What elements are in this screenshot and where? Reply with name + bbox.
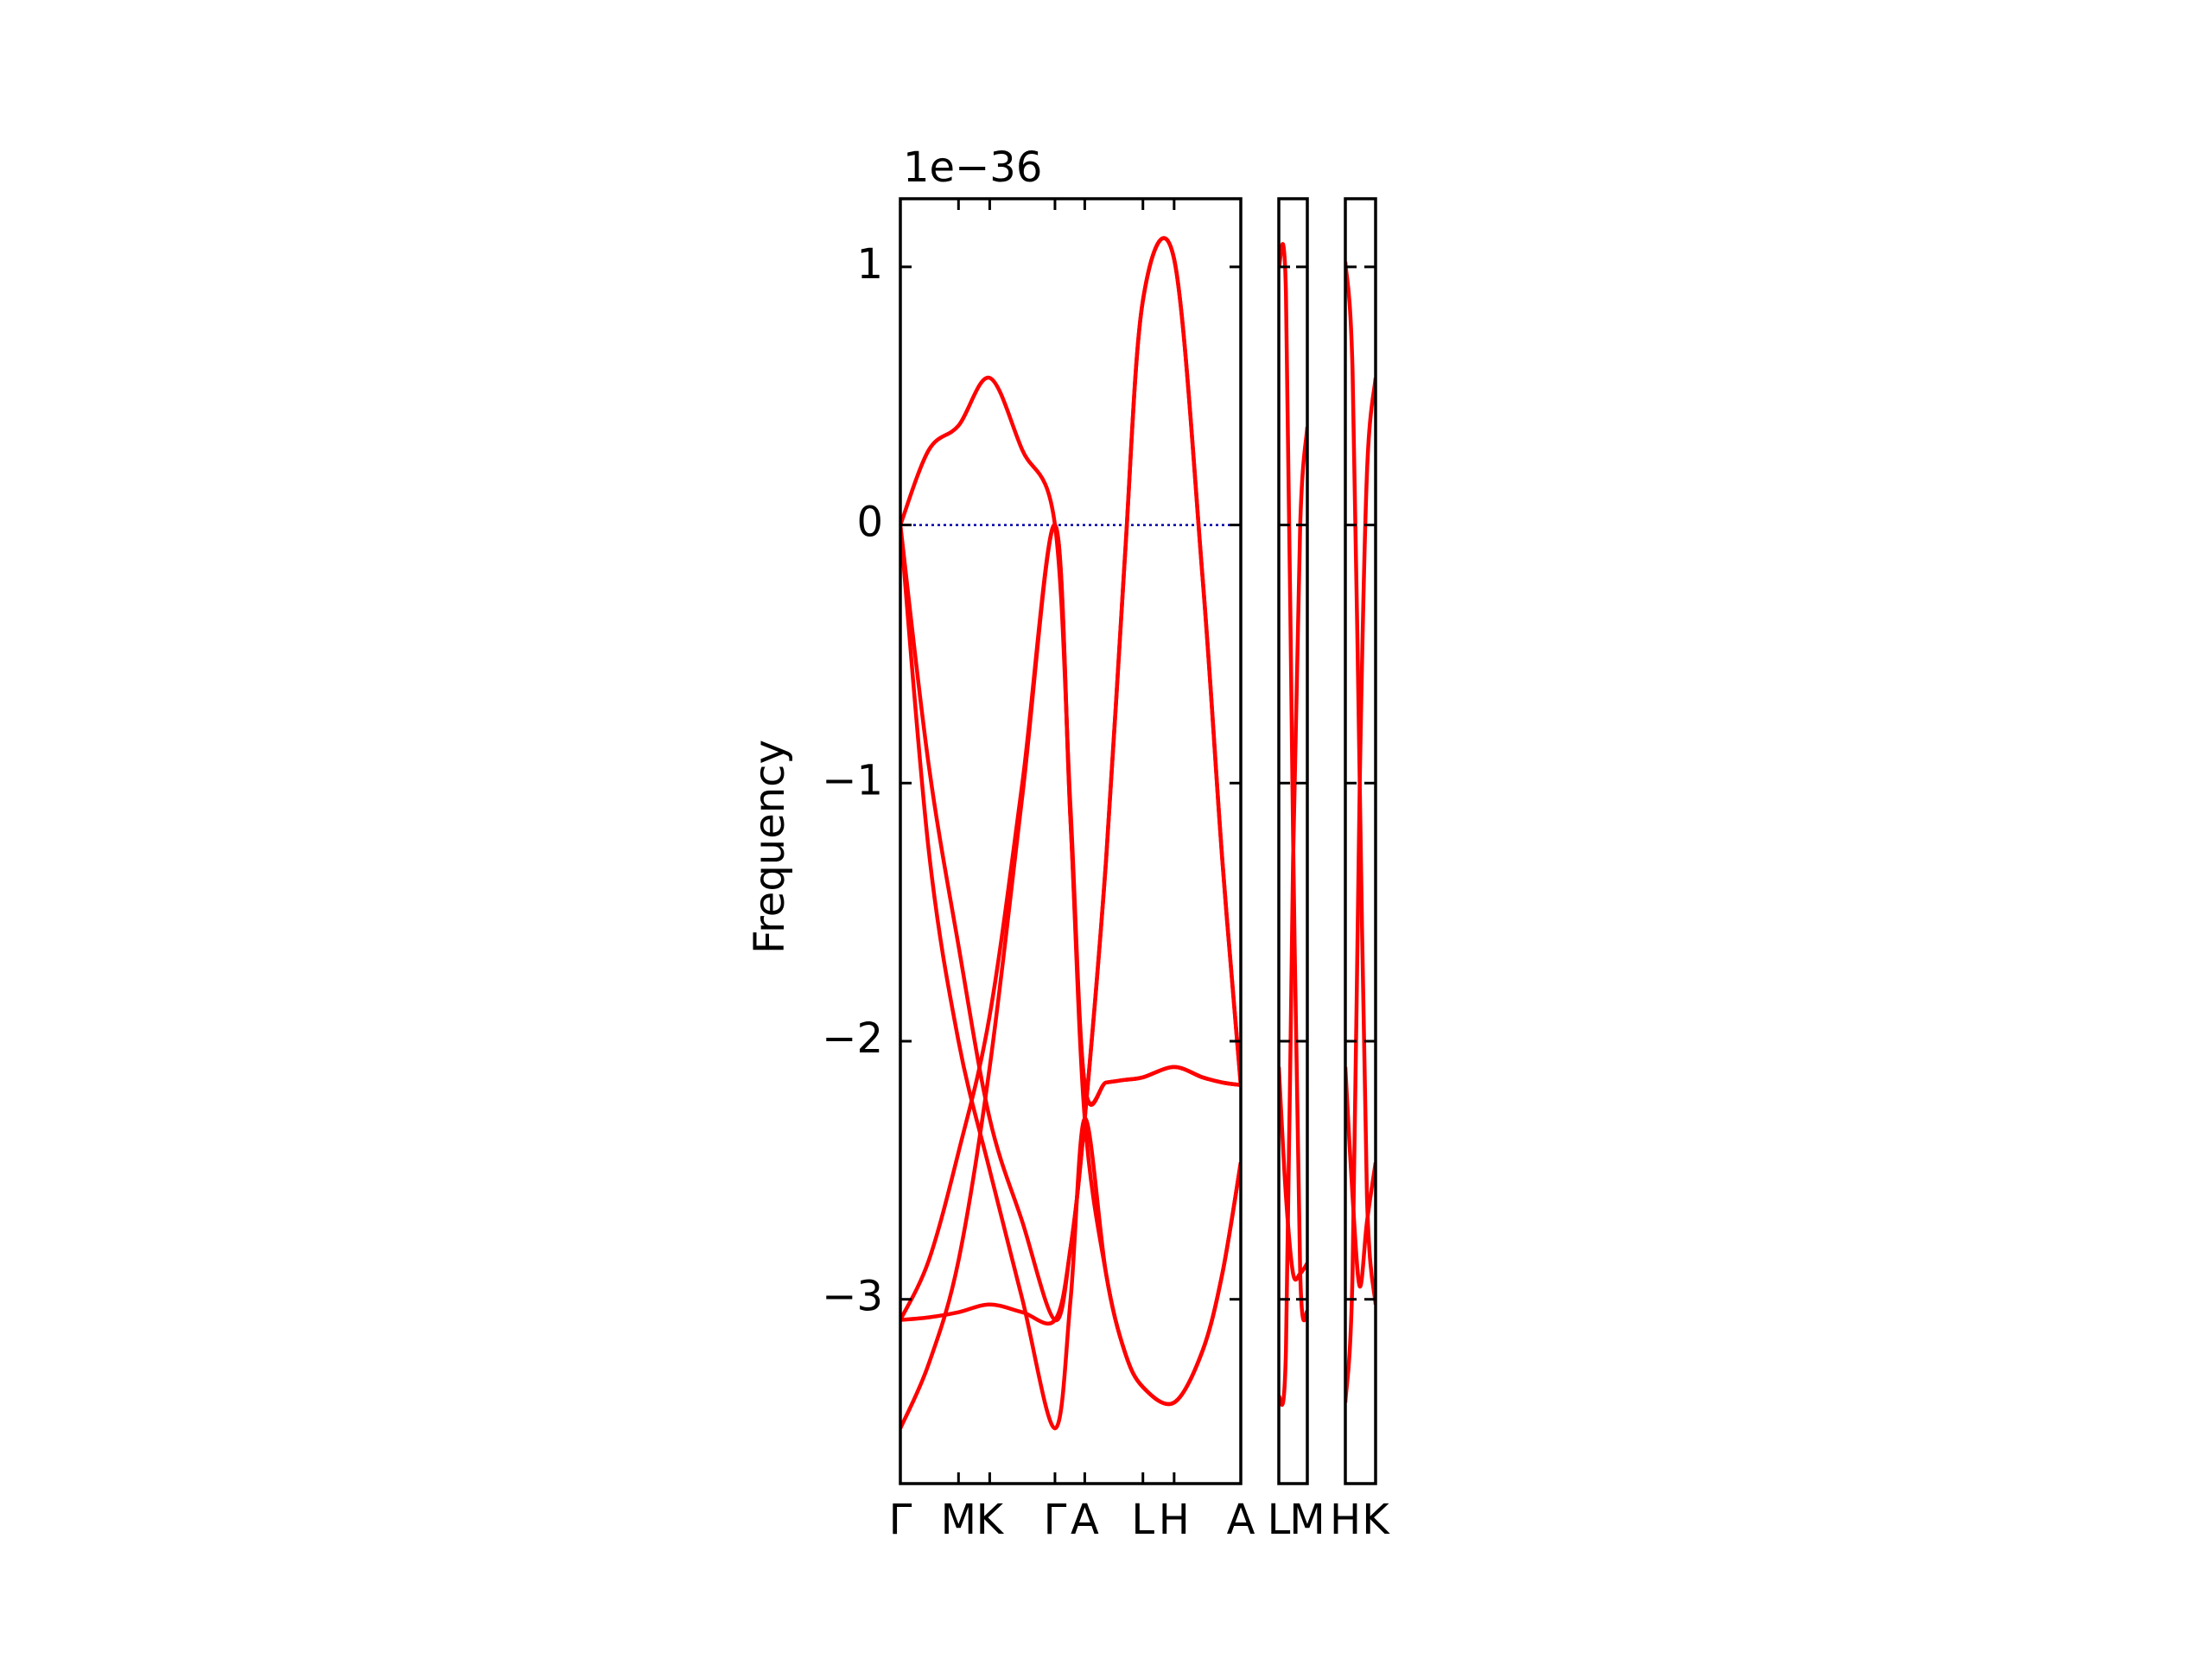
band-line: [1345, 378, 1376, 1403]
x-tick-label: L: [1268, 1496, 1291, 1544]
y-tick-label: −2: [822, 1014, 883, 1063]
y-tick-label: −1: [822, 756, 883, 804]
y-tick-label: 1: [856, 240, 883, 289]
panel-frame: [1277, 197, 1309, 1485]
x-tick-label: H: [1159, 1496, 1190, 1544]
x-tick-label: M: [941, 1496, 976, 1544]
band-line: [1345, 1066, 1376, 1289]
band-line: [900, 523, 1241, 1321]
offset-label: 1e−36: [903, 143, 1042, 192]
band-line: [1279, 426, 1307, 1408]
y-tick-label: 0: [856, 499, 883, 547]
x-tick-label: H: [1330, 1496, 1361, 1544]
y-tick-label: −3: [822, 1273, 883, 1321]
x-tick-label: L: [1131, 1496, 1154, 1544]
x-tick-label: M: [1289, 1496, 1325, 1544]
x-tick-label: K: [976, 1496, 1005, 1544]
band-line: [1279, 1066, 1307, 1282]
x-tick-label: Γ: [1044, 1496, 1067, 1544]
panel-frame: [1344, 197, 1377, 1485]
x-tick-label: K: [1362, 1496, 1390, 1544]
band-line: [900, 236, 1241, 1326]
x-tick-label: A: [1227, 1496, 1255, 1544]
x-tick-label: A: [1071, 1496, 1099, 1544]
panel-frame: [899, 197, 1243, 1485]
y-axis-label: Frequency: [746, 740, 794, 954]
x-tick-label: Γ: [889, 1496, 912, 1544]
